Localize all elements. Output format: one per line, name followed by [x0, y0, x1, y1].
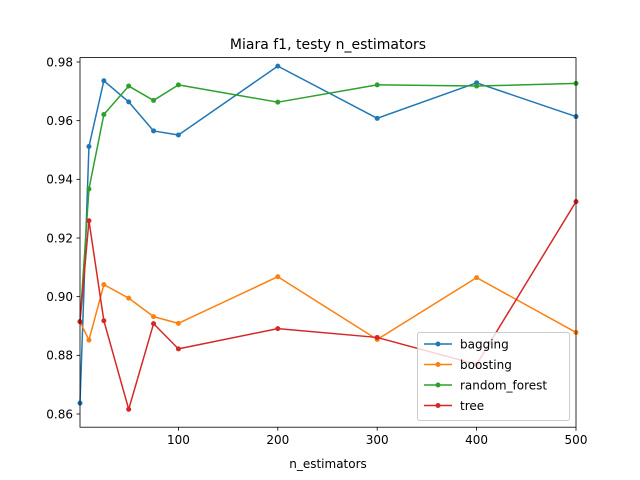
data-point [86, 218, 92, 224]
data-point [126, 295, 132, 301]
series-line-bagging [79, 65, 577, 404]
data-point [126, 99, 132, 105]
data-point [275, 99, 281, 105]
data-point [101, 318, 107, 324]
data-point [374, 334, 380, 340]
data-point [101, 78, 107, 84]
data-point [175, 82, 181, 88]
legend-marker-boosting [435, 362, 441, 367]
legend-marker-tree [435, 403, 441, 408]
data-point [86, 186, 92, 192]
y-tick-label: 0.86 [46, 407, 73, 421]
x-tick-label: 200 [266, 433, 289, 447]
data-point [374, 82, 380, 88]
x-axis-title: n_estimators [289, 457, 367, 471]
legend-label-random_forest: random_forest [460, 378, 547, 392]
data-point [275, 326, 281, 332]
data-point [151, 128, 157, 134]
x-tick-label: 100 [167, 433, 190, 447]
data-point [175, 132, 181, 138]
legend-label-boosting: boosting [460, 358, 512, 372]
data-point [101, 112, 107, 118]
legend-label-tree: tree [460, 399, 484, 413]
legend-marker-bagging [435, 341, 441, 347]
axes-layer: 100 200 300 400 500 0.86 0.88 0.90 0.92 0.94 0.96 0… [46, 55, 587, 447]
x-tick-label: 300 [366, 433, 389, 447]
chart-title: Miara f1, testy n_estimators [230, 37, 426, 53]
legend-marker-random_forest [435, 382, 441, 388]
y-tick-label: 0.94 [46, 173, 73, 187]
data-point [474, 275, 480, 281]
x-tick-label: 400 [465, 433, 488, 447]
data-point [175, 320, 181, 326]
data-point [474, 83, 480, 89]
series-random_forest [77, 80, 579, 325]
data-point [275, 63, 281, 69]
data-point [86, 337, 92, 343]
data-point [126, 83, 132, 89]
data-point [101, 282, 107, 288]
data-point [175, 346, 181, 352]
data-point [126, 406, 132, 412]
series-bagging [77, 63, 579, 406]
data-point [151, 314, 157, 320]
data-point [86, 143, 92, 149]
series-line-boosting [78, 275, 578, 341]
y-tick-label: 0.92 [46, 231, 73, 245]
y-tick-label: 0.96 [46, 114, 73, 128]
series-line-random_forest [79, 82, 577, 323]
y-tick-label: 0.90 [46, 290, 73, 304]
data-point [374, 115, 380, 121]
y-tick-label: 0.98 [46, 55, 73, 69]
plot-frame [79, 57, 577, 428]
data-point [275, 274, 281, 280]
data-point [151, 321, 157, 327]
x-tick-label: 500 [565, 433, 588, 447]
legend-label-bagging: bagging [460, 337, 509, 351]
legend-frame [417, 332, 570, 421]
data-point [151, 97, 157, 103]
y-tick-label: 0.88 [46, 349, 73, 363]
